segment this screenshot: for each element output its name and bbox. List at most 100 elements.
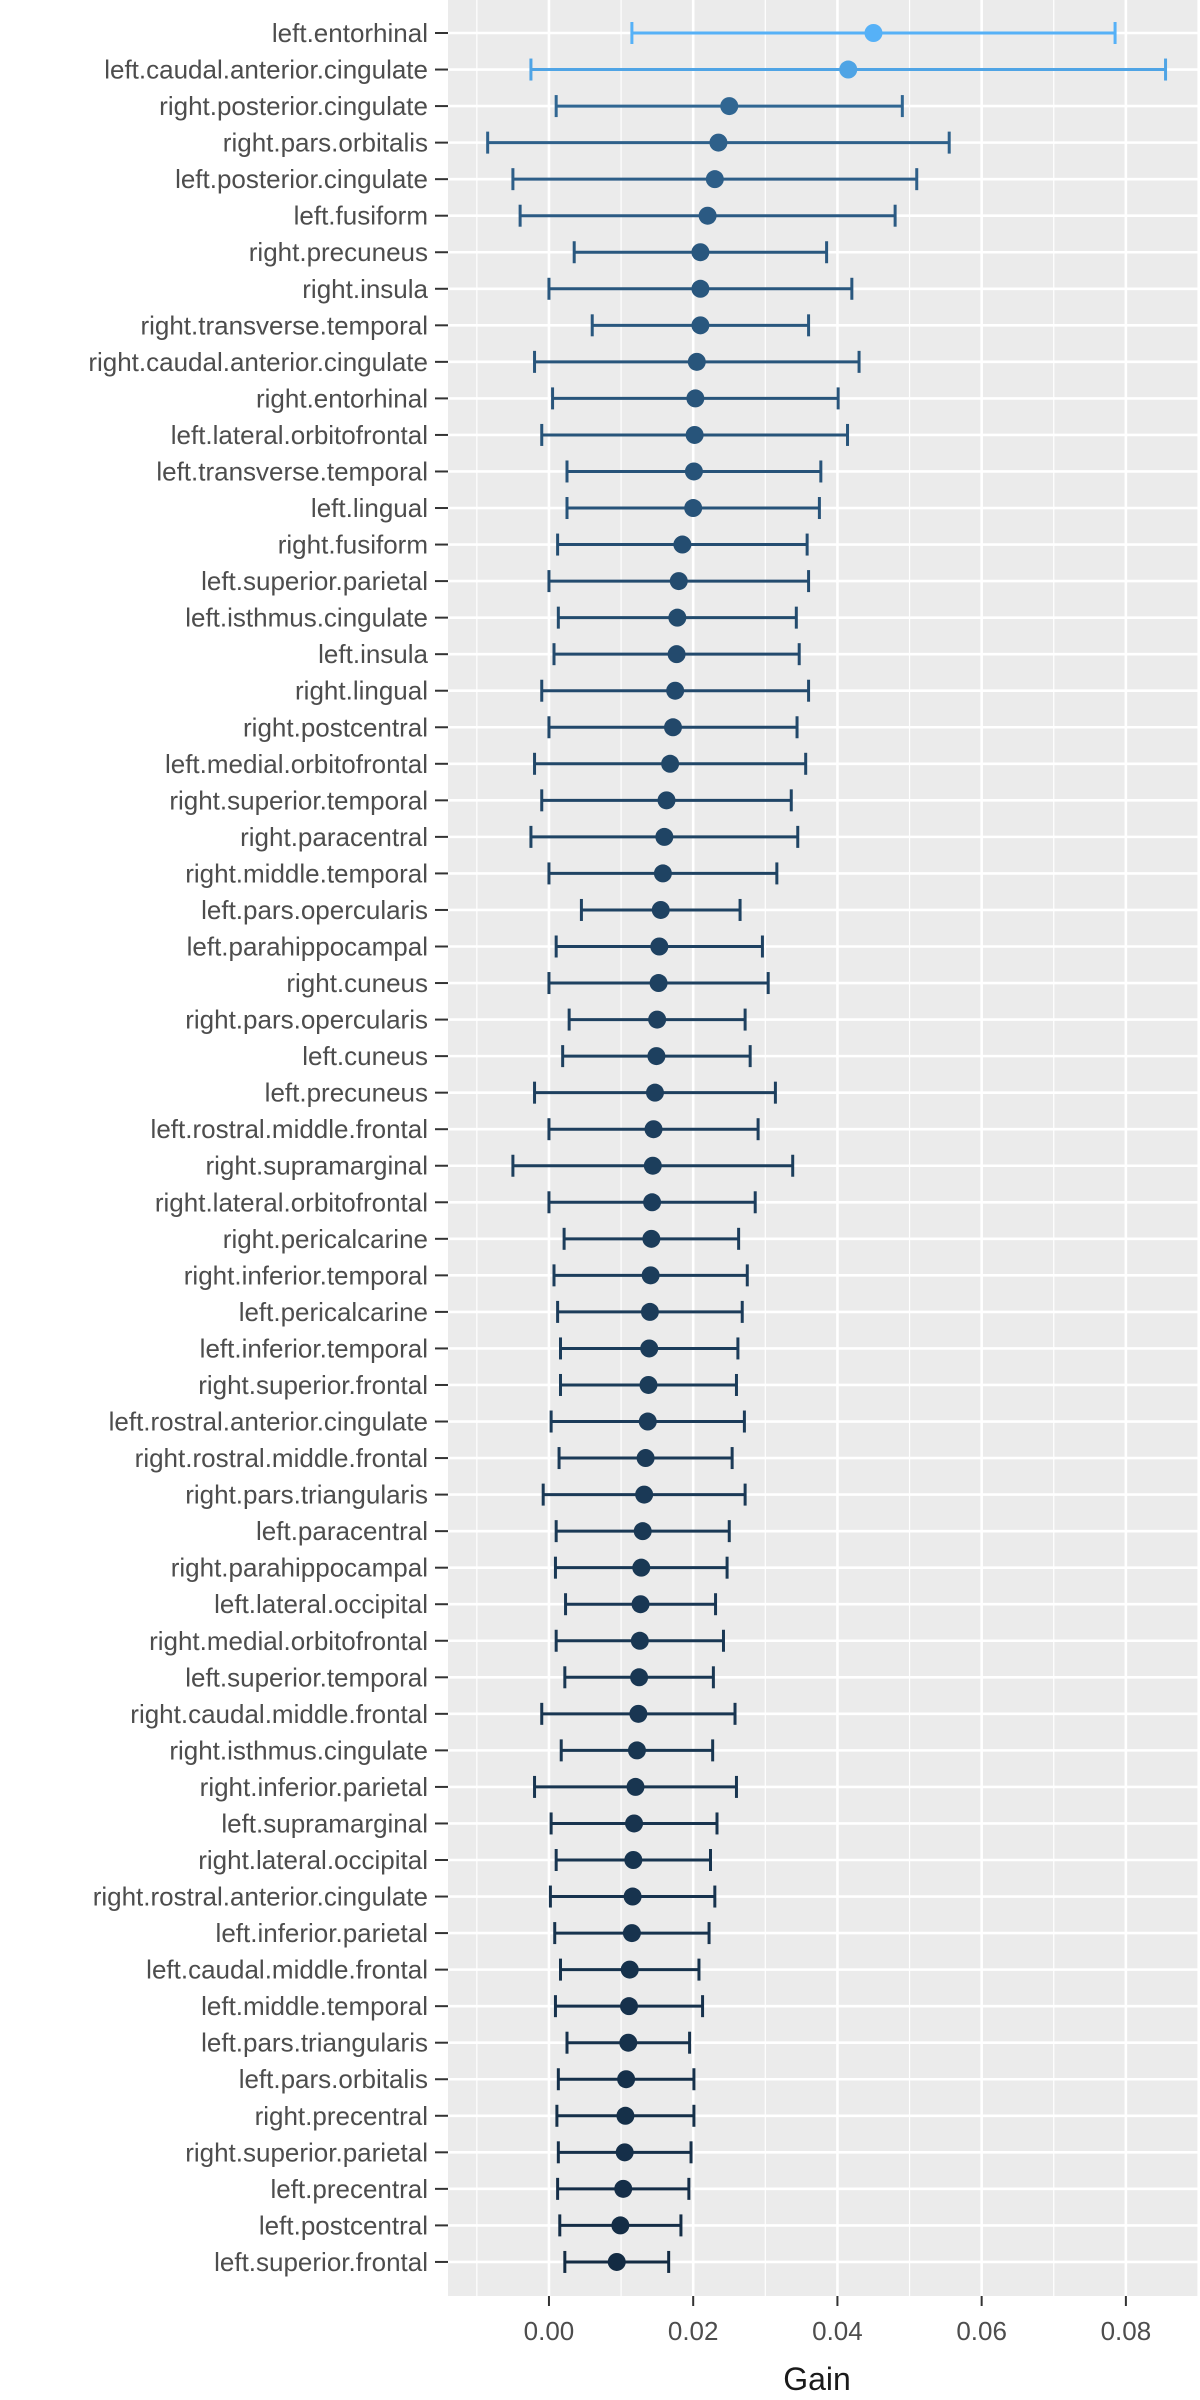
estimate-point <box>668 608 687 627</box>
estimate-point <box>685 425 704 444</box>
estimate-point <box>639 1375 658 1394</box>
y-axis-label: left.superior.parietal <box>201 566 428 596</box>
y-axis-label: right.rostral.anterior.cingulate <box>93 1882 428 1912</box>
y-axis-label: left.paracentral <box>256 1516 428 1546</box>
y-axis-label: left.lateral.occipital <box>214 1589 428 1619</box>
estimate-point <box>635 1485 654 1504</box>
y-axis-label: right.superior.parietal <box>185 2137 428 2167</box>
estimate-point <box>630 1668 649 1687</box>
estimate-point <box>647 1047 666 1066</box>
estimate-point <box>614 2179 633 2198</box>
y-axis-label: right.pars.triangularis <box>185 1480 428 1510</box>
estimate-point <box>648 1010 667 1029</box>
y-axis-label: left.pars.triangularis <box>201 2028 428 2058</box>
y-axis-label: right.precuneus <box>249 237 428 267</box>
y-axis-label: right.superior.temporal <box>169 785 428 815</box>
estimate-point <box>691 243 710 262</box>
x-axis-tick-label: 0.00 <box>524 2316 575 2346</box>
x-axis-tick-label: 0.06 <box>956 2316 1007 2346</box>
y-axis-label: left.entorhinal <box>272 18 428 48</box>
y-axis-label: right.pericalcarine <box>223 1224 428 1254</box>
estimate-point <box>617 2070 636 2089</box>
estimate-point <box>661 754 680 773</box>
estimate-point <box>616 2106 635 2125</box>
panel-background <box>448 0 1198 2296</box>
y-axis-label: right.middle.temporal <box>185 858 428 888</box>
estimate-point <box>691 316 710 335</box>
estimate-point <box>620 1997 639 2016</box>
estimate-point <box>627 1741 646 1760</box>
estimate-point <box>629 1704 648 1723</box>
y-axis-label: left.rostral.middle.frontal <box>151 1114 428 1144</box>
x-axis-tick-label: 0.08 <box>1101 2316 1152 2346</box>
y-axis-label: left.insula <box>318 639 428 669</box>
estimate-point <box>632 1558 651 1577</box>
estimate-points <box>607 24 883 2271</box>
y-axis-label: left.caudal.anterior.cingulate <box>104 55 428 85</box>
y-axis-label: left.pericalcarine <box>239 1297 428 1327</box>
y-axis-label: left.postcentral <box>259 2210 428 2240</box>
y-axis-label: right.postcentral <box>243 712 428 742</box>
estimate-point <box>705 170 724 189</box>
y-axis-label: right.inferior.temporal <box>184 1260 428 1290</box>
y-axis-label: left.pars.orbitalis <box>239 2064 428 2094</box>
y-axis-label: right.lateral.orbitofrontal <box>155 1187 428 1217</box>
estimate-point <box>643 1193 662 1212</box>
y-axis-label: right.posterior.cingulate <box>159 91 428 121</box>
estimate-point <box>684 462 703 481</box>
estimate-point <box>631 1595 650 1614</box>
estimate-point <box>626 1777 645 1796</box>
y-axis-label: right.caudal.middle.frontal <box>130 1699 428 1729</box>
y-axis-label: right.cuneus <box>286 968 428 998</box>
estimate-point <box>686 389 705 408</box>
estimate-point <box>720 97 739 116</box>
estimate-point <box>630 1631 649 1650</box>
y-axis-label: left.isthmus.cingulate <box>185 603 428 633</box>
estimate-point <box>644 1120 663 1139</box>
estimate-point <box>640 1302 659 1321</box>
estimate-point <box>638 1412 657 1431</box>
y-axis-label: left.supramarginal <box>221 1808 428 1838</box>
x-axis-tick-label: 0.02 <box>668 2316 719 2346</box>
y-axis-label: left.fusiform <box>294 201 428 231</box>
y-axis-label: left.lingual <box>311 493 428 523</box>
y-axis-label: left.cuneus <box>302 1041 428 1071</box>
estimate-point <box>622 1924 641 1943</box>
y-axis-label: right.rostral.middle.frontal <box>135 1443 428 1473</box>
estimate-point <box>667 645 686 664</box>
estimate-point <box>625 1814 644 1833</box>
estimate-point <box>687 352 706 371</box>
y-axis-label: left.precuneus <box>265 1078 428 1108</box>
y-axis-label: left.superior.temporal <box>185 1662 428 1692</box>
estimate-point <box>645 1083 664 1102</box>
estimate-point <box>691 279 710 298</box>
y-axis-label: left.precentral <box>270 2174 428 2204</box>
estimate-point <box>669 572 688 591</box>
estimate-point <box>650 937 669 956</box>
y-axis-label: left.inferior.parietal <box>216 1918 428 1948</box>
y-axis-label: right.pars.orbitalis <box>223 128 428 158</box>
estimate-point <box>643 1156 662 1175</box>
estimate-point <box>636 1449 655 1468</box>
estimate-point <box>666 681 685 700</box>
estimate-point <box>607 2252 626 2271</box>
estimate-point <box>684 499 703 518</box>
y-axis-label: right.insula <box>302 274 428 304</box>
y-axis-label: left.middle.temporal <box>201 1991 428 2021</box>
estimate-point <box>620 1960 639 1979</box>
y-axis-label: right.supramarginal <box>205 1151 428 1181</box>
y-axis-label: right.lateral.occipital <box>198 1845 428 1875</box>
estimate-point <box>839 60 858 79</box>
y-axis-label: right.pars.opercularis <box>185 1005 428 1035</box>
estimate-point <box>642 1229 661 1248</box>
y-axis-label: left.medial.orbitofrontal <box>165 749 428 779</box>
y-axis-label: right.transverse.temporal <box>140 310 428 340</box>
y-axis-label: left.parahippocampal <box>187 932 428 962</box>
estimate-point <box>624 1851 643 1869</box>
y-axis-label: left.pars.opercularis <box>201 895 428 925</box>
y-axis-label: right.entorhinal <box>256 383 428 413</box>
y-axis-label: left.posterior.cingulate <box>175 164 428 194</box>
estimate-point <box>698 206 717 225</box>
y-axis-label: left.inferior.temporal <box>200 1333 428 1363</box>
